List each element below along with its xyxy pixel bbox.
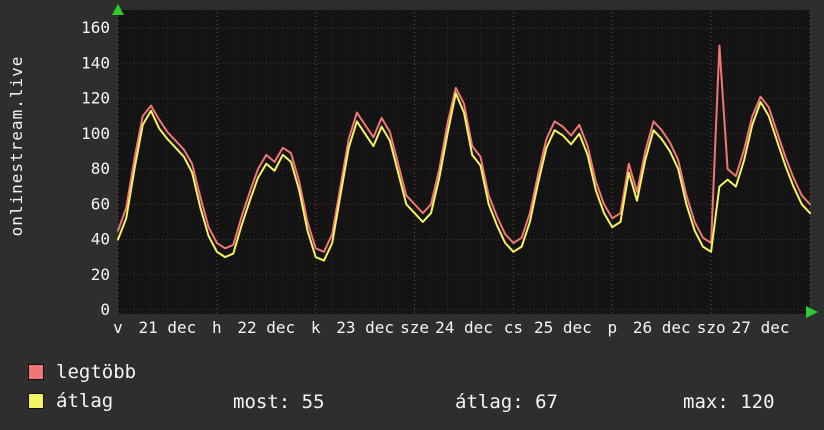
y-tick-label: 120 bbox=[81, 89, 110, 108]
x-tick-day-letter: szo bbox=[697, 318, 726, 337]
x-axis-arrow-icon bbox=[806, 306, 818, 318]
x-tick-date: 26 dec bbox=[633, 318, 691, 337]
y-tick-label: 0 bbox=[100, 300, 110, 319]
x-tick-day-letter: v bbox=[113, 318, 123, 337]
y-tick-label: 60 bbox=[91, 194, 110, 213]
legend-row-atlag: átlag bbox=[28, 390, 114, 412]
x-tick-date: 23 dec bbox=[336, 318, 394, 337]
y-tick-label: 100 bbox=[81, 124, 110, 143]
x-tick-date: 22 dec bbox=[237, 318, 295, 337]
x-tick-date: 24 dec bbox=[435, 318, 493, 337]
y-tick-label: 80 bbox=[91, 159, 110, 178]
stat-max-label: max: bbox=[683, 391, 729, 413]
x-tick-day-letter: k bbox=[311, 318, 321, 337]
legend-label-legtobb: legtöbb bbox=[56, 361, 137, 383]
legend-row-legtobb: legtöbb bbox=[28, 361, 137, 383]
stat-atlag-label: átlag: bbox=[455, 391, 524, 413]
legend-swatch-atlag bbox=[28, 393, 44, 409]
stat-atlag-value: 67 bbox=[535, 391, 558, 413]
y-tick-label: 140 bbox=[81, 53, 110, 72]
legend-label-atlag: átlag bbox=[56, 390, 114, 412]
stat-max-value: 120 bbox=[740, 391, 775, 413]
stat-most: most: 55 bbox=[233, 391, 325, 413]
x-tick-day-letter: cs bbox=[504, 318, 523, 337]
stat-max: max: 120 bbox=[683, 391, 775, 413]
x-tick-date: 25 dec bbox=[534, 318, 592, 337]
y-tick-label: 20 bbox=[91, 265, 110, 284]
y-tick-label: 40 bbox=[91, 230, 110, 249]
y-tick-label: 160 bbox=[81, 18, 110, 37]
x-tick-day-letter: p bbox=[607, 318, 617, 337]
y-axis-arrow-icon bbox=[112, 4, 124, 15]
legend-swatch-legtobb bbox=[28, 364, 44, 380]
x-tick-day-letter: sze bbox=[400, 318, 429, 337]
stat-most-label: most: bbox=[233, 391, 291, 413]
x-tick-date: 21 dec bbox=[139, 318, 197, 337]
series-line-legtobb bbox=[117, 44, 811, 253]
series-line-atlag bbox=[117, 92, 811, 262]
x-tick-day-letter: h bbox=[212, 318, 222, 337]
chart-canvas: 0 20 40 60 80 100 120 140 160 v h k sze cs p szo 21 dec 2… bbox=[81, 4, 818, 337]
stat-most-value: 55 bbox=[301, 391, 325, 413]
x-tick-date: 27 dec bbox=[732, 318, 790, 337]
stat-atlag: átlag: 67 bbox=[455, 391, 558, 413]
